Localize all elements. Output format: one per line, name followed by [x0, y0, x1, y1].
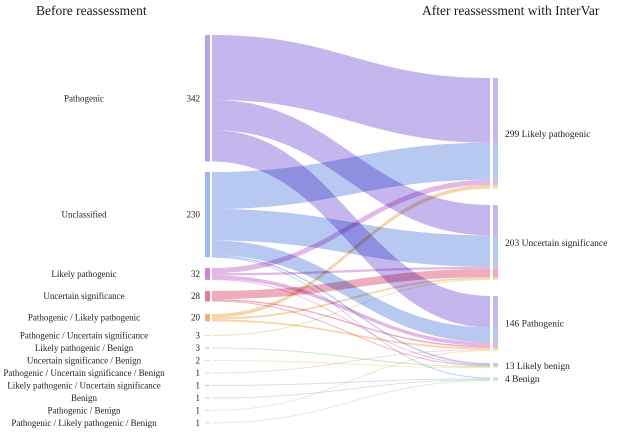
- flow-link: [212, 347, 490, 368]
- left-node-label: Pathogenic / Likely pathogenic / Benign: [11, 418, 157, 428]
- flow-link: [212, 319, 490, 350]
- flow-link: [212, 209, 490, 267]
- left-node-label: Benign: [71, 393, 97, 403]
- right-node-segment: [493, 377, 498, 379]
- left-node: [205, 360, 210, 361]
- flow-link: [212, 277, 490, 320]
- left-node: [205, 35, 210, 162]
- left-node: [205, 172, 210, 258]
- right-node-segment: [493, 277, 498, 279]
- flow-link: [212, 299, 490, 348]
- flow-link: [212, 380, 490, 424]
- flow-link: [212, 269, 490, 300]
- left-node-value: 230: [187, 210, 201, 220]
- left-node-value: 1: [196, 393, 201, 403]
- left-node: [205, 268, 210, 280]
- left-node-value: 1: [196, 406, 201, 416]
- left-node: [205, 397, 210, 399]
- left-node-value: 20: [191, 313, 201, 323]
- left-node-label: Pathogenic: [64, 93, 104, 103]
- left-node-value: 1: [196, 381, 201, 391]
- flow-link: [212, 179, 490, 274]
- right-node-segment: [493, 205, 498, 236]
- right-node-segment: [493, 349, 498, 351]
- left-node: [205, 334, 210, 337]
- left-node-label: Likely pathogenic / Uncertain significan…: [7, 381, 160, 391]
- flow-link: [212, 275, 490, 346]
- flow-link: [212, 279, 490, 337]
- left-node-value: 342: [187, 93, 201, 103]
- right-node-segment: [493, 78, 498, 143]
- flow-link: [212, 378, 490, 386]
- right-node-label: 299 Likely pathogenic: [505, 130, 590, 140]
- left-node-label: Pathogenic / Benign: [48, 406, 121, 416]
- flow-link: [212, 184, 490, 318]
- left-node-value: 3: [196, 331, 201, 341]
- left-node: [205, 291, 210, 302]
- left-node: [205, 410, 210, 411]
- left-node-value: 1: [196, 368, 201, 378]
- flow-link: [212, 142, 490, 209]
- right-node-segment: [493, 179, 498, 185]
- flow-link: [212, 35, 490, 143]
- right-node-label: 13 Likely benign: [505, 362, 570, 372]
- left-node-label: Pathogenic / Likely pathogenic: [28, 313, 140, 323]
- right-node-segment: [493, 365, 498, 367]
- right-node-segment: [493, 345, 498, 348]
- right-node-segment: [493, 235, 498, 267]
- flow-link: [212, 266, 490, 276]
- right-node-segment: [493, 266, 498, 270]
- left-node-label: Unclassified: [62, 210, 107, 220]
- left-node: [205, 347, 210, 349]
- right-node-label: 203 Uncertain significance: [505, 238, 607, 249]
- left-node: [205, 314, 210, 322]
- right-node-segment: [493, 279, 498, 281]
- left-node: [205, 422, 210, 424]
- left-node-value: 3: [196, 343, 201, 353]
- left-column-header: Before reassessment: [36, 3, 147, 18]
- left-node-value: 32: [191, 269, 200, 279]
- right-node-label: 4 Benign: [505, 375, 540, 385]
- right-node-segment: [493, 269, 498, 278]
- left-node: [205, 372, 210, 374]
- right-node-label: 146 Pathogenic: [505, 320, 564, 330]
- flow-link: [212, 379, 490, 399]
- right-node-segment: [493, 364, 498, 366]
- left-node-label: Likely pathogenic: [51, 269, 116, 279]
- flow-link: [212, 349, 490, 374]
- right-node-segment: [493, 347, 498, 350]
- right-node-segment: [493, 380, 498, 382]
- flow-link: [212, 240, 490, 343]
- left-node-label: Pathogenic / Uncertain significance / Be…: [3, 368, 165, 378]
- right-node-segment: [493, 367, 498, 369]
- right-column-header: After reassessment with InterVar: [422, 3, 600, 18]
- right-node-segment: [493, 142, 498, 180]
- right-node-segment: [493, 184, 498, 189]
- right-node-segment: [493, 379, 498, 381]
- right-node-segment: [493, 350, 498, 352]
- left-node-label: Likely pathogenic / Benign: [35, 343, 134, 353]
- flow-link: [212, 350, 490, 411]
- right-node-segment: [493, 327, 498, 343]
- left-node: [205, 385, 210, 386]
- right-node-segment: [493, 363, 498, 365]
- right-node-segment: [493, 296, 498, 328]
- left-node-value: 2: [196, 356, 201, 366]
- flow-link: [212, 360, 490, 369]
- flow-link: [212, 300, 490, 367]
- right-node-segment: [493, 366, 498, 368]
- flow-link: [212, 279, 490, 366]
- right-node-segment: [493, 378, 498, 380]
- right-node-segment: [493, 342, 498, 346]
- flow-link: [212, 256, 490, 379]
- left-node-value: 1: [196, 418, 201, 428]
- left-node-label: Pathogenic / Uncertain significance: [20, 331, 148, 341]
- left-node-label: Uncertain significance / Benign: [27, 356, 142, 366]
- left-node-value: 28: [191, 291, 201, 301]
- left-node-label: Uncertain significance: [43, 291, 124, 301]
